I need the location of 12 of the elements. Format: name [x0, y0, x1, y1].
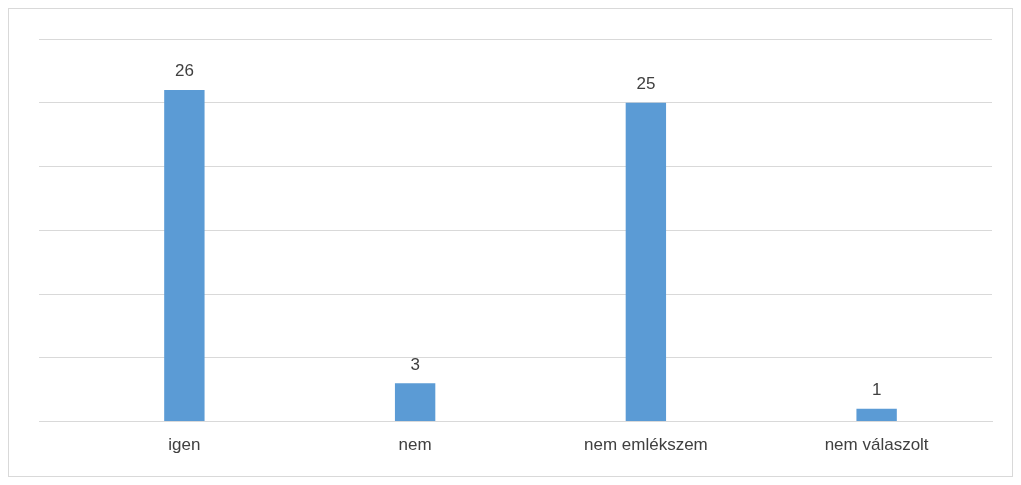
data-label: 1: [871, 380, 882, 400]
bar: [394, 383, 436, 422]
data-label: 26: [174, 61, 194, 81]
x-tick-label: nem: [398, 435, 432, 455]
bar: [625, 102, 667, 422]
bar: [856, 408, 897, 422]
data-label: 25: [636, 73, 656, 93]
data-label: 3: [410, 354, 420, 374]
x-tick-label: igen: [168, 435, 201, 455]
x-tick-label: nem válaszolt: [824, 435, 929, 455]
bar: [164, 90, 205, 422]
x-tick-label: nem emlékszem: [583, 435, 708, 455]
